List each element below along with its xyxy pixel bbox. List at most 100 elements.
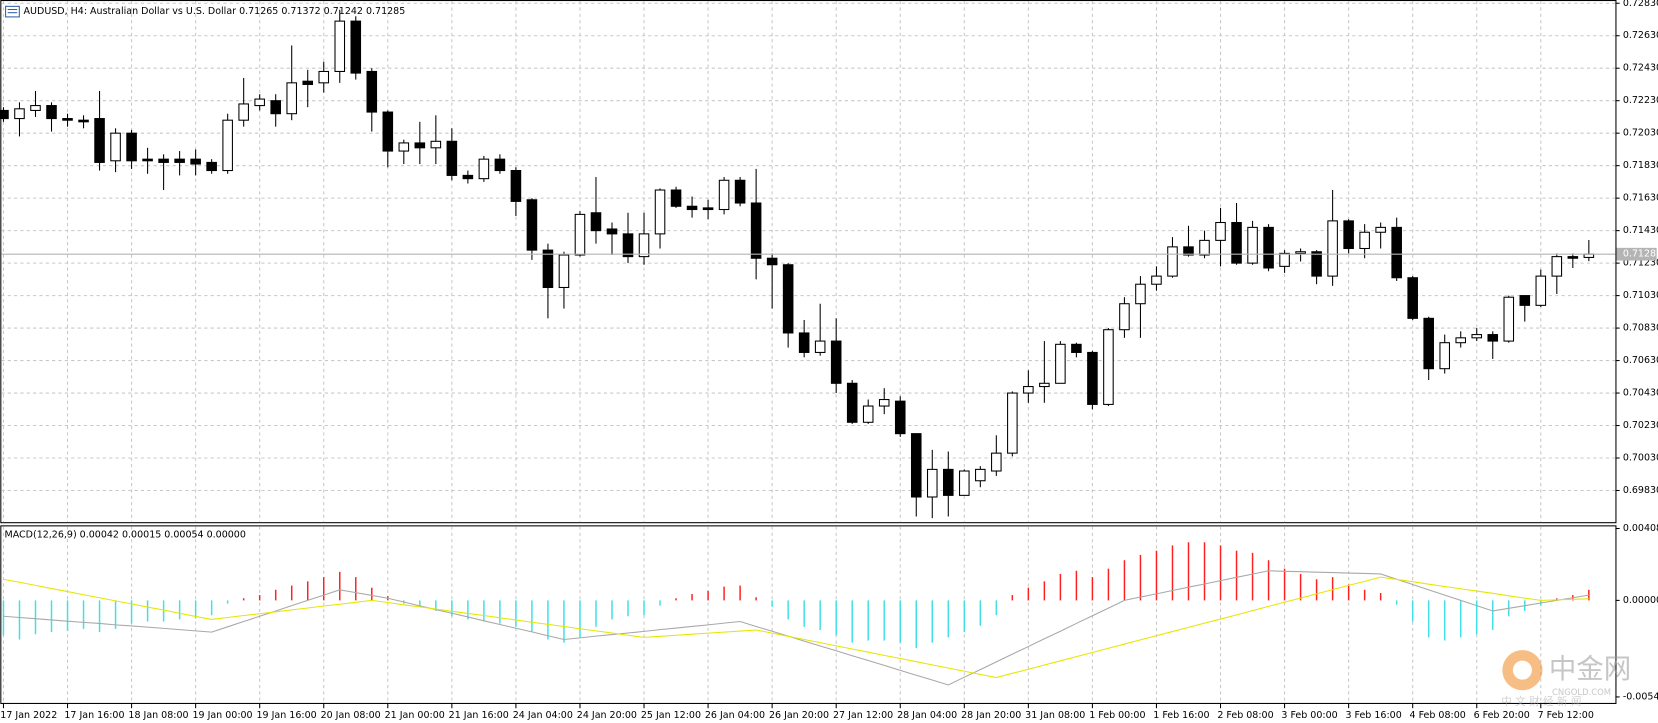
candle-body [862,405,874,423]
main-panel-frame [0,0,1617,524]
candle-body [1567,256,1579,259]
candle-body [206,161,217,172]
x-tick-label: 19 Jan 00:00 [192,710,252,721]
x-tick-label: 28 Jan 04:00 [897,710,957,721]
candle-body [1247,226,1258,264]
candle-body [798,332,810,353]
candle-body [30,105,41,111]
candle-body [686,205,698,211]
watermark: 中金网 CNGOLD.COM 中 文 财 经 新 闻 [1501,650,1631,708]
candle-body [286,82,298,115]
candle-body [991,452,1002,472]
candle-body [1327,220,1338,277]
x-tick-label: 3 Feb 16:00 [1345,710,1401,721]
x-tick-label: 24 Jan 20:00 [577,710,637,721]
candle-body [1071,343,1082,353]
candle-body [1423,317,1434,370]
candle-body [414,142,426,149]
x-tick-label: 2 Feb 08:00 [1217,710,1273,721]
x-tick-label: 21 Jan 16:00 [449,710,509,721]
candle-body [1055,343,1066,384]
candle-body [926,468,938,498]
x-tick-label: 26 Jan 20:00 [769,710,829,721]
x-tick-label: 3 Feb 00:00 [1281,710,1337,721]
x-tick-label: 4 Feb 08:00 [1410,710,1466,721]
candle-body [158,158,169,163]
x-tick-label: 24 Jan 04:00 [513,710,573,721]
watermark-tagline: 中 文 财 经 新 闻 [1501,695,1581,708]
candle-body [1087,351,1098,405]
y-tick-label: 0.00000 [1623,595,1658,606]
candle-body [894,400,906,435]
last-price-label: 0.71285 [1623,249,1658,260]
macd-panel-frame [0,525,1617,704]
candle-body [78,119,89,123]
candle-body [1343,220,1354,250]
x-tick-label: 21 Jan 00:00 [385,710,445,721]
last-price-box [1616,247,1657,261]
x-tick-label: 28 Jan 20:00 [961,710,1021,721]
candle-body [350,20,362,74]
candle-body [1023,386,1034,394]
watermark-site: CNGOLD.COM [1552,687,1611,697]
x-tick-label: 25 Jan 12:00 [641,710,701,721]
candle-body [62,118,73,121]
candle-body [558,254,570,289]
x-tick-label: 20 Jan 08:00 [321,710,381,721]
candle-body [542,249,554,289]
candle-body [302,80,314,85]
candle-body [510,170,522,202]
x-tick-label: 19 Jan 16:00 [257,710,317,721]
candle-body [126,132,137,162]
candle-body [1391,226,1402,279]
candle-body [382,111,394,152]
x-tick-label: 31 Jan 08:00 [1025,710,1085,721]
candle-body [638,233,650,258]
candle-body [238,103,249,121]
candle-body [1199,239,1210,256]
candle-body [1551,256,1563,277]
x-tick-label: 1 Feb 00:00 [1089,710,1145,721]
candle-body [14,108,25,120]
y-tick-label: -0.00548 [1623,691,1658,702]
candle-body [878,399,890,407]
candle-body [622,233,634,258]
candle-body [590,212,602,232]
x-tick-label: 18 Jan 08:00 [128,710,188,721]
candle-body [1135,283,1146,305]
x-tick-label: 27 Jan 12:00 [833,710,893,721]
candle-body [1455,337,1467,344]
candle-body [766,257,778,266]
candle-body [318,70,330,84]
candle-body [190,158,201,165]
candle-body [1471,334,1483,339]
candle-body [734,179,746,204]
candle-body [654,189,666,235]
candle-body [478,158,490,180]
y-tick-label: 0.00408 [1623,523,1658,534]
candle-body [430,140,442,149]
candle-body [702,207,714,211]
candle-body [110,132,121,162]
candle-body [1007,392,1018,454]
candle-body [718,179,730,211]
candle-body [1535,275,1547,306]
candle-body [1231,221,1242,264]
candle-body [1439,342,1450,370]
candle-body [1407,277,1418,319]
candle-body [462,174,474,180]
candle-body [814,340,826,353]
candle-body [1039,382,1050,388]
candle-body [1167,246,1178,277]
